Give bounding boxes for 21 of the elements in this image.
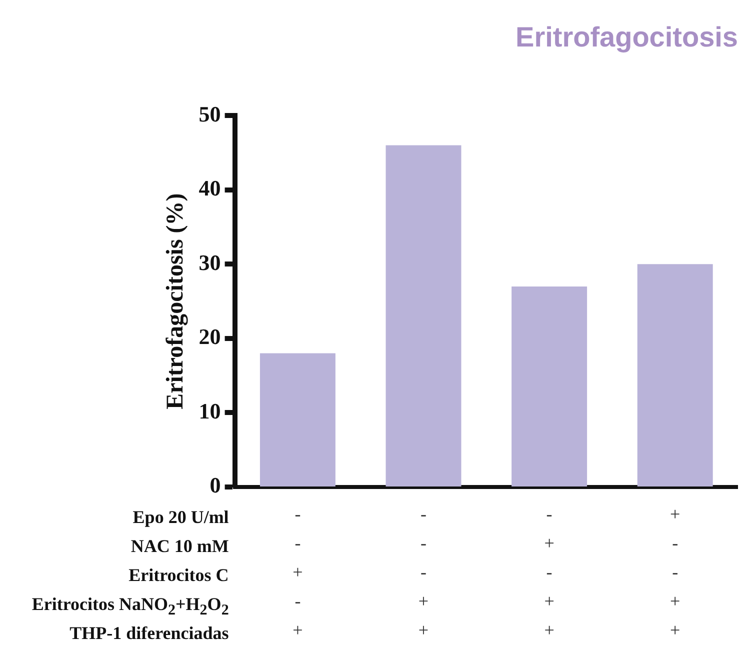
y-tick-label: 20: [198, 324, 221, 350]
bar: [386, 145, 462, 486]
text: THP-1 diferenciadas: [70, 622, 229, 645]
text: Epo 20 U/ml: [132, 506, 229, 529]
bar: [512, 286, 588, 486]
x-tick-label: - - + - +: [292, 504, 303, 640]
y-tick-label: 10: [198, 398, 221, 424]
bar: [260, 353, 336, 486]
text: Eritrocitos C: [128, 564, 229, 587]
chart-title: Eritrofagocitosis: [516, 22, 738, 53]
y-tick-label: 0: [210, 472, 221, 498]
y-tick-label: 50: [198, 101, 221, 126]
x-tick-label: + - - + +: [670, 504, 680, 640]
text: NAC 10 mM: [130, 535, 229, 558]
y-tick-label: 40: [198, 176, 221, 201]
x-tick-label: - - - + +: [418, 504, 429, 640]
x-tick-label: - + - + +: [544, 504, 554, 640]
text: Eritrocitos NaNO$_{2}$+H$_{2}$O$_{2}$: [32, 593, 229, 619]
bar: [637, 264, 713, 486]
y-tick-label: 30: [198, 250, 221, 275]
y-axis-title: Eritrofagocitosis (%): [162, 193, 189, 410]
